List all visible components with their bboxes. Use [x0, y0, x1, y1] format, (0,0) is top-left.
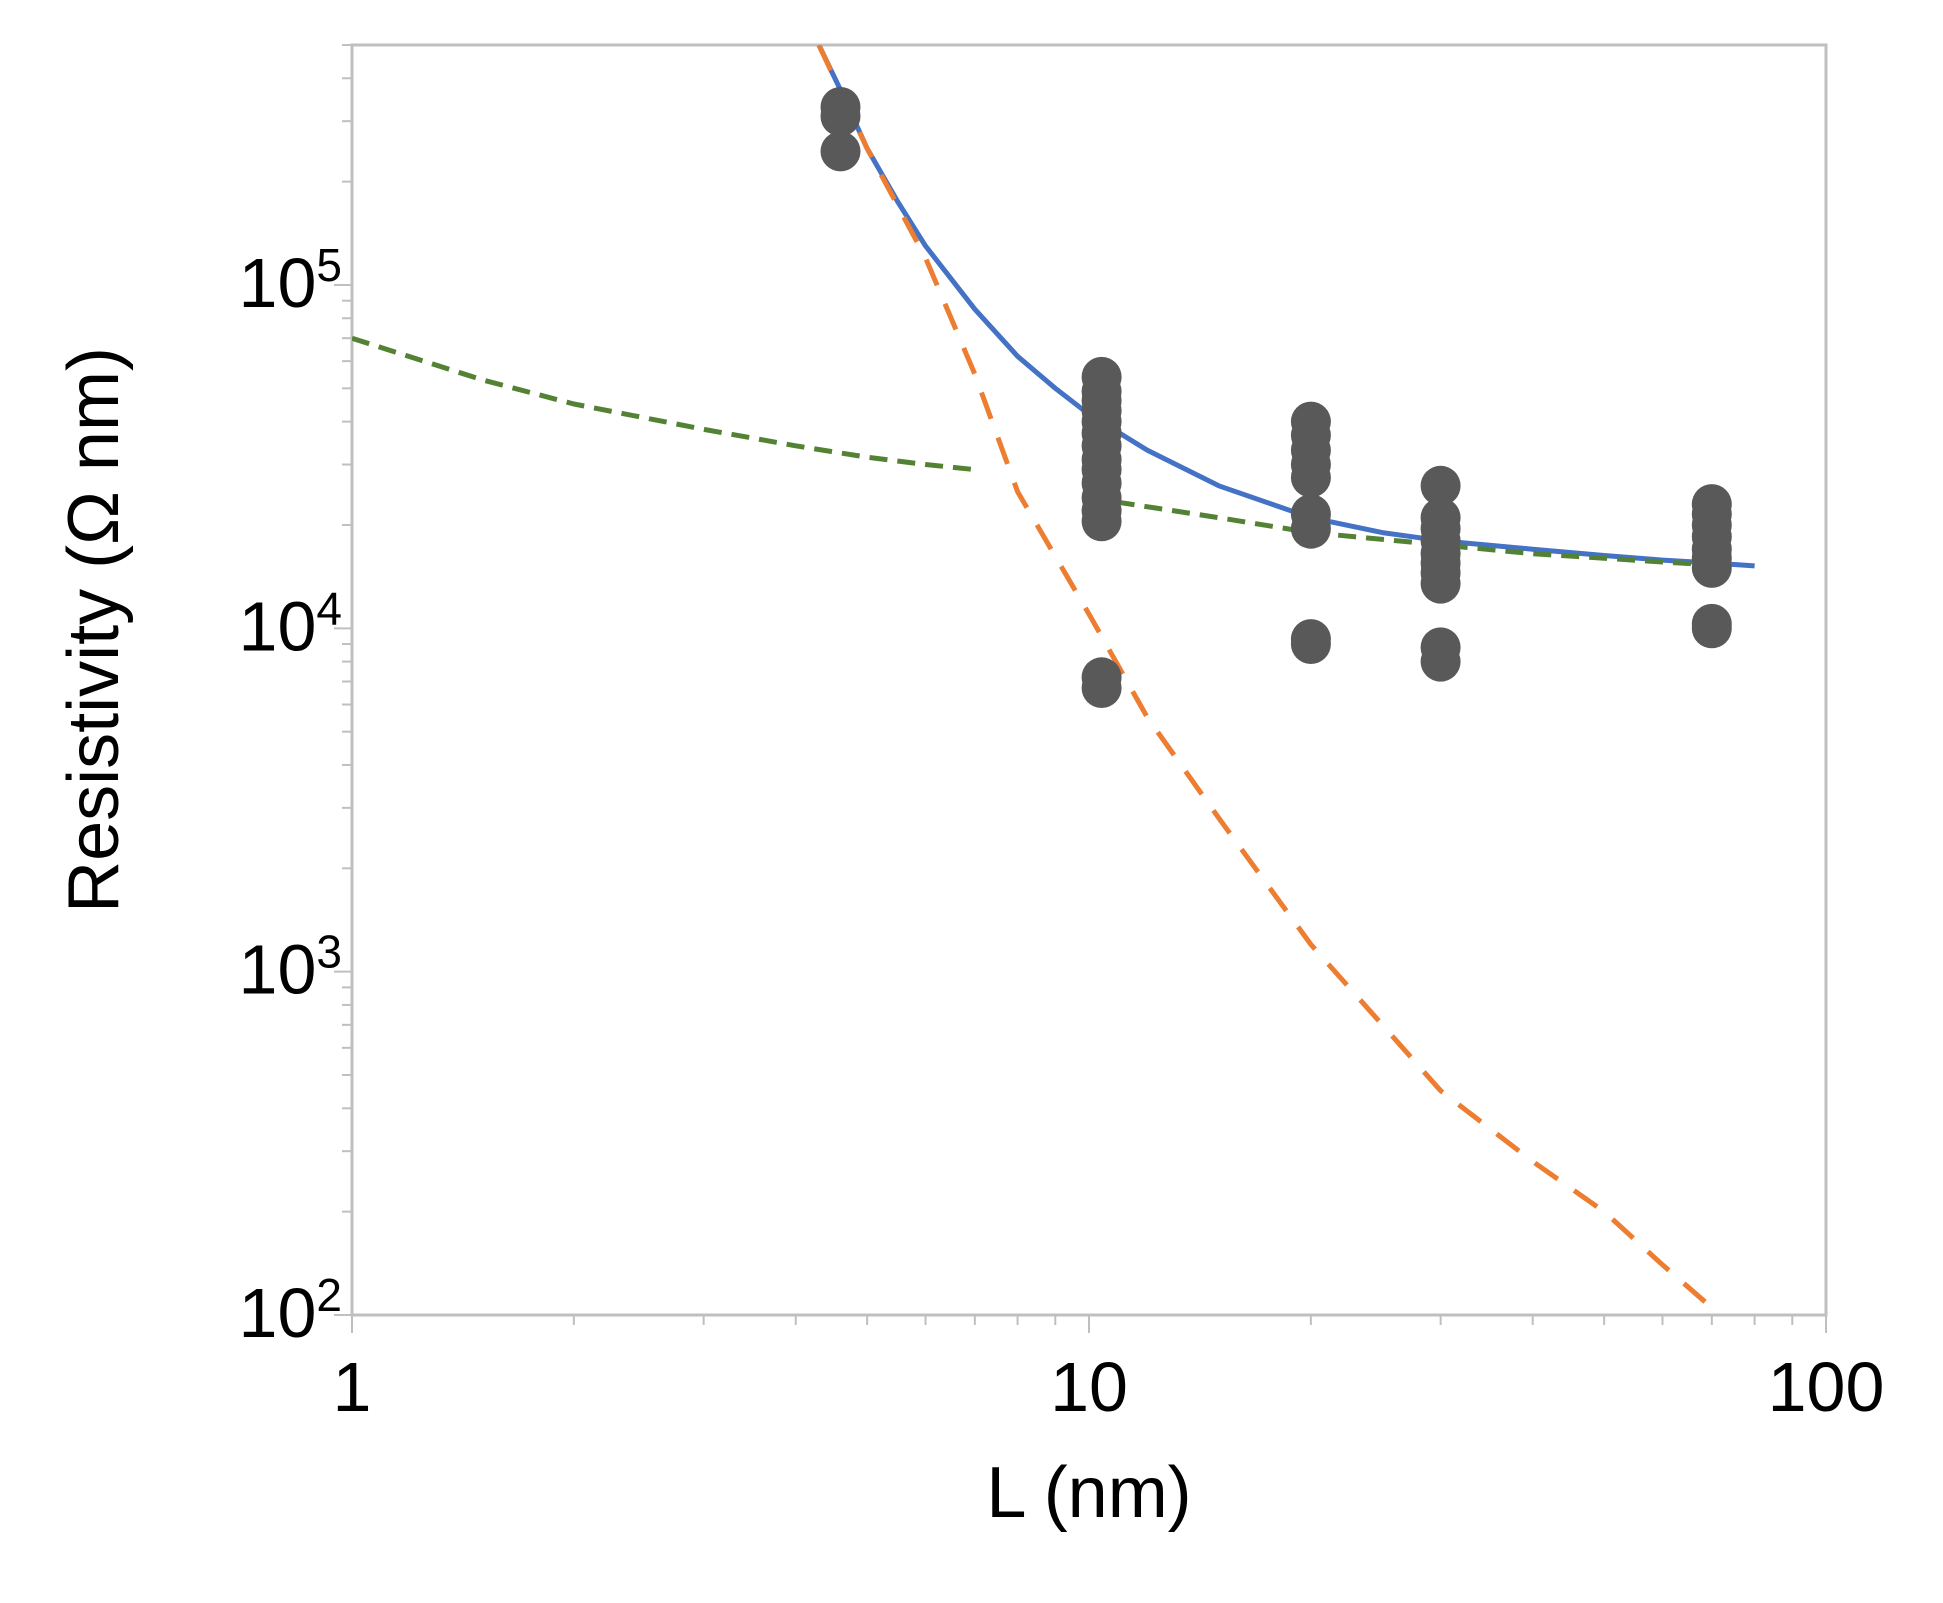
x-tick-label: 10 — [1050, 1348, 1128, 1426]
data-point — [1420, 465, 1461, 506]
y-tick-labels: 102 103 104 105 — [239, 239, 342, 1352]
data-point — [1290, 624, 1331, 664]
fit-curves — [352, 45, 1755, 1310]
x-axis-title: L (nm) — [986, 1453, 1191, 1533]
series-line-long-length-component-left- — [352, 335, 976, 473]
y-minor-ticks — [342, 44, 1794, 1325]
x-tick-label: 1 — [333, 1348, 372, 1426]
series-line-short-length-component — [816, 45, 1714, 1310]
data-point — [820, 131, 861, 172]
data-point — [1081, 501, 1122, 542]
y-tick-label: 102 — [239, 1269, 342, 1352]
data-point — [1290, 508, 1331, 549]
data-point — [1420, 641, 1461, 682]
y-tick-label: 103 — [239, 926, 342, 1009]
measured-points — [820, 87, 1732, 708]
y-axis-title: Resistivity (Ω nm) — [54, 347, 134, 913]
data-point — [1420, 563, 1461, 604]
x-tick-label: 100 — [1768, 1348, 1885, 1426]
y-tick-label: 105 — [239, 239, 342, 322]
y-tick-label: 104 — [239, 582, 342, 665]
data-point — [1290, 457, 1331, 498]
data-point — [1691, 608, 1732, 649]
series-line-total-fit — [816, 45, 1755, 569]
data-point — [820, 96, 861, 137]
major-ticks — [334, 283, 1827, 1333]
data-point — [1081, 668, 1122, 708]
data-point — [1691, 547, 1732, 588]
series-line-long-length-component-right- — [1088, 495, 1712, 568]
x-tick-labels: 1 10 100 — [333, 1348, 1885, 1426]
